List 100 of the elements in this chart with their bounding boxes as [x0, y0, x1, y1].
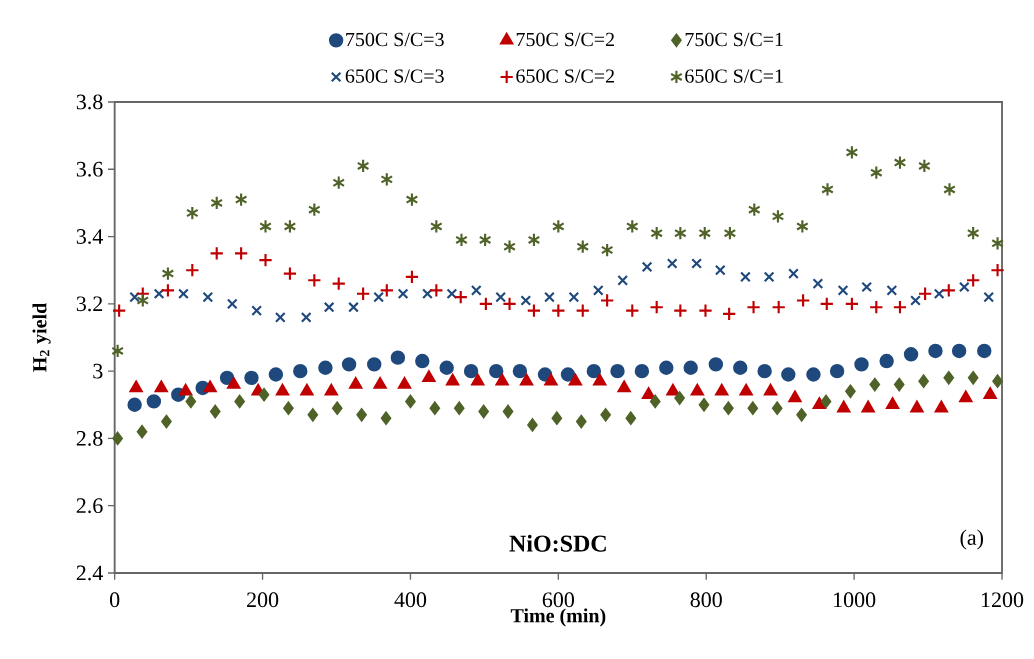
point: [990, 263, 1005, 278]
point: [869, 165, 883, 180]
point: [185, 263, 200, 278]
point: [575, 303, 590, 318]
point: [161, 414, 172, 429]
point: [512, 363, 528, 379]
point: [634, 363, 650, 379]
point: [617, 274, 629, 286]
point: [698, 398, 710, 412]
y-tick-label: 2.8: [76, 430, 103, 446]
point: [300, 383, 314, 396]
point: [209, 404, 221, 419]
annotation: NiO:SDC: [509, 534, 606, 552]
y-tick-label: 3.6: [76, 161, 103, 177]
point: [429, 283, 444, 298]
point: [154, 380, 168, 393]
point: [967, 371, 979, 385]
point: [869, 377, 881, 392]
point: [837, 284, 849, 296]
point: [893, 377, 905, 392]
point: [341, 357, 357, 372]
point: [674, 391, 685, 405]
point: [586, 363, 602, 379]
point: [455, 232, 468, 248]
legend-label: 650C S/C=2: [516, 69, 614, 83]
point: [233, 246, 249, 261]
point: [879, 353, 894, 369]
point: [649, 394, 661, 409]
y-tick-label: 3.8: [76, 94, 103, 110]
point: [771, 401, 783, 415]
point: [723, 225, 737, 241]
x-tick-label: 1000: [834, 592, 876, 608]
point: [918, 374, 929, 388]
point: [234, 192, 248, 207]
point: [917, 158, 931, 174]
point: [568, 373, 582, 386]
point: [698, 225, 712, 241]
point: [307, 408, 319, 422]
point: [380, 172, 394, 187]
point: [349, 377, 363, 389]
legend-label: 650C S/C=3: [345, 69, 444, 83]
point: [373, 377, 387, 389]
x-tick-label: 400: [394, 592, 427, 608]
point: [185, 205, 199, 221]
x-tick-label: 1200: [981, 592, 1024, 608]
y-tick-label: 3: [93, 363, 103, 379]
point: [495, 291, 507, 303]
point: [806, 367, 821, 382]
point: [845, 145, 859, 160]
point: [331, 401, 343, 415]
point: [422, 288, 433, 300]
point: [625, 303, 640, 318]
point: [307, 202, 321, 217]
point: [129, 380, 143, 393]
point: [666, 258, 678, 269]
point: [179, 383, 193, 396]
point: [691, 258, 703, 269]
point: [324, 383, 338, 396]
point: [268, 367, 284, 382]
point: [650, 225, 664, 241]
point: [610, 363, 625, 379]
point: [429, 401, 441, 415]
point: [788, 390, 802, 403]
point: [234, 394, 245, 409]
point: [723, 401, 734, 415]
point: [127, 397, 142, 412]
point: [659, 360, 674, 375]
y-tick-label: 3.2: [76, 296, 103, 312]
point: [698, 303, 713, 318]
point: [251, 305, 263, 316]
point: [111, 343, 125, 359]
point: [355, 286, 371, 301]
point: [226, 298, 238, 310]
point: [951, 343, 967, 359]
point: [367, 357, 382, 372]
point: [599, 293, 615, 308]
point: [478, 232, 492, 248]
point: [941, 283, 956, 298]
point: [992, 374, 1003, 388]
x-tick-label: 0: [110, 592, 120, 608]
point: [820, 394, 832, 409]
point: [746, 300, 761, 315]
point: [861, 400, 875, 413]
point: [502, 296, 517, 312]
point: [404, 269, 420, 285]
point: [202, 291, 214, 303]
legend-label: 750C S/C=3: [346, 32, 444, 47]
point: [348, 301, 359, 313]
point: [965, 273, 981, 288]
point: [649, 300, 664, 315]
point: [575, 414, 587, 429]
point: [453, 289, 468, 305]
point: [390, 350, 406, 365]
point: [178, 288, 189, 300]
point: [739, 383, 753, 396]
point: [568, 291, 580, 303]
point: [983, 291, 995, 303]
point: [869, 300, 884, 315]
point: [405, 192, 419, 207]
point: [258, 252, 273, 268]
